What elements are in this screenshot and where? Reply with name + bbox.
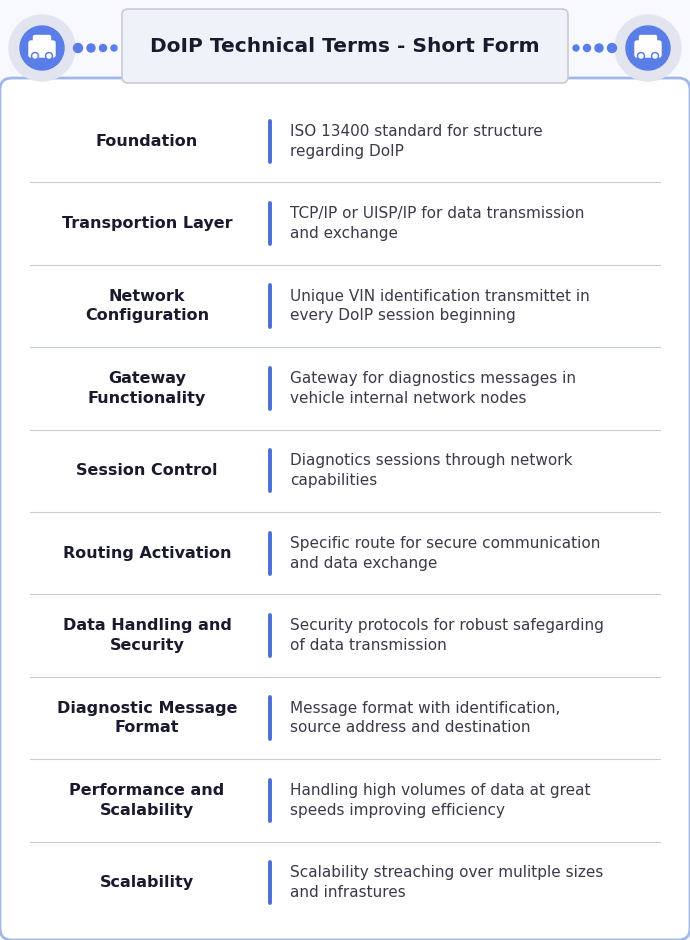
Circle shape bbox=[9, 15, 75, 81]
Circle shape bbox=[584, 44, 591, 52]
Text: ISO 13400 standard for structure
regarding DoIP: ISO 13400 standard for structure regardi… bbox=[290, 124, 543, 159]
Circle shape bbox=[20, 26, 64, 70]
FancyBboxPatch shape bbox=[34, 36, 50, 48]
Text: Scalability: Scalability bbox=[100, 875, 194, 890]
Text: Handling high volumes of data at great
speeds improving efficiency: Handling high volumes of data at great s… bbox=[290, 783, 591, 818]
Text: Foundation: Foundation bbox=[96, 133, 198, 149]
Text: Scalability streaching over mulitple sizes
and infrastures: Scalability streaching over mulitple siz… bbox=[290, 866, 603, 901]
Circle shape bbox=[74, 43, 83, 53]
Text: Network
Configuration: Network Configuration bbox=[85, 289, 209, 323]
Text: Message format with identification,
source address and destination: Message format with identification, sour… bbox=[290, 700, 560, 735]
Text: Gateway
Functionality: Gateway Functionality bbox=[88, 371, 206, 406]
FancyBboxPatch shape bbox=[0, 78, 690, 940]
Text: Gateway for diagnostics messages in
vehicle internal network nodes: Gateway for diagnostics messages in vehi… bbox=[290, 371, 576, 406]
Text: Diagnostic Message
Format: Diagnostic Message Format bbox=[57, 700, 237, 735]
Circle shape bbox=[47, 54, 51, 58]
Circle shape bbox=[638, 53, 644, 59]
Circle shape bbox=[651, 53, 658, 59]
Circle shape bbox=[32, 53, 39, 59]
Text: Performance and
Scalability: Performance and Scalability bbox=[70, 783, 225, 818]
Text: Diagnotics sessions through network
capabilities: Diagnotics sessions through network capa… bbox=[290, 453, 573, 488]
Circle shape bbox=[573, 45, 579, 51]
FancyBboxPatch shape bbox=[29, 41, 55, 57]
Circle shape bbox=[653, 54, 657, 58]
Text: TCP/IP or UISP/IP for data transmission
and exchange: TCP/IP or UISP/IP for data transmission … bbox=[290, 206, 584, 241]
Circle shape bbox=[111, 45, 117, 51]
Circle shape bbox=[99, 44, 106, 52]
Text: Routing Activation: Routing Activation bbox=[63, 546, 231, 560]
Circle shape bbox=[33, 54, 37, 58]
FancyBboxPatch shape bbox=[640, 36, 656, 48]
Circle shape bbox=[639, 54, 643, 58]
FancyBboxPatch shape bbox=[635, 41, 661, 57]
Text: Security protocols for robust safegarding
of data transmission: Security protocols for robust safegardin… bbox=[290, 619, 604, 653]
Circle shape bbox=[626, 26, 670, 70]
Text: Specific route for secure communication
and data exchange: Specific route for secure communication … bbox=[290, 536, 600, 571]
Text: DoIP Technical Terms - Short Form: DoIP Technical Terms - Short Form bbox=[150, 37, 540, 55]
FancyBboxPatch shape bbox=[122, 9, 568, 83]
Text: Session Control: Session Control bbox=[77, 463, 218, 478]
Circle shape bbox=[46, 53, 52, 59]
Text: Transportion Layer: Transportion Layer bbox=[61, 216, 233, 231]
Text: Unique VIN identification transmittet in
every DoIP session beginning: Unique VIN identification transmittet in… bbox=[290, 289, 590, 323]
Circle shape bbox=[87, 44, 95, 52]
Text: Data Handling and
Security: Data Handling and Security bbox=[63, 619, 231, 653]
Circle shape bbox=[615, 15, 681, 81]
Circle shape bbox=[595, 44, 603, 52]
Circle shape bbox=[607, 43, 616, 53]
